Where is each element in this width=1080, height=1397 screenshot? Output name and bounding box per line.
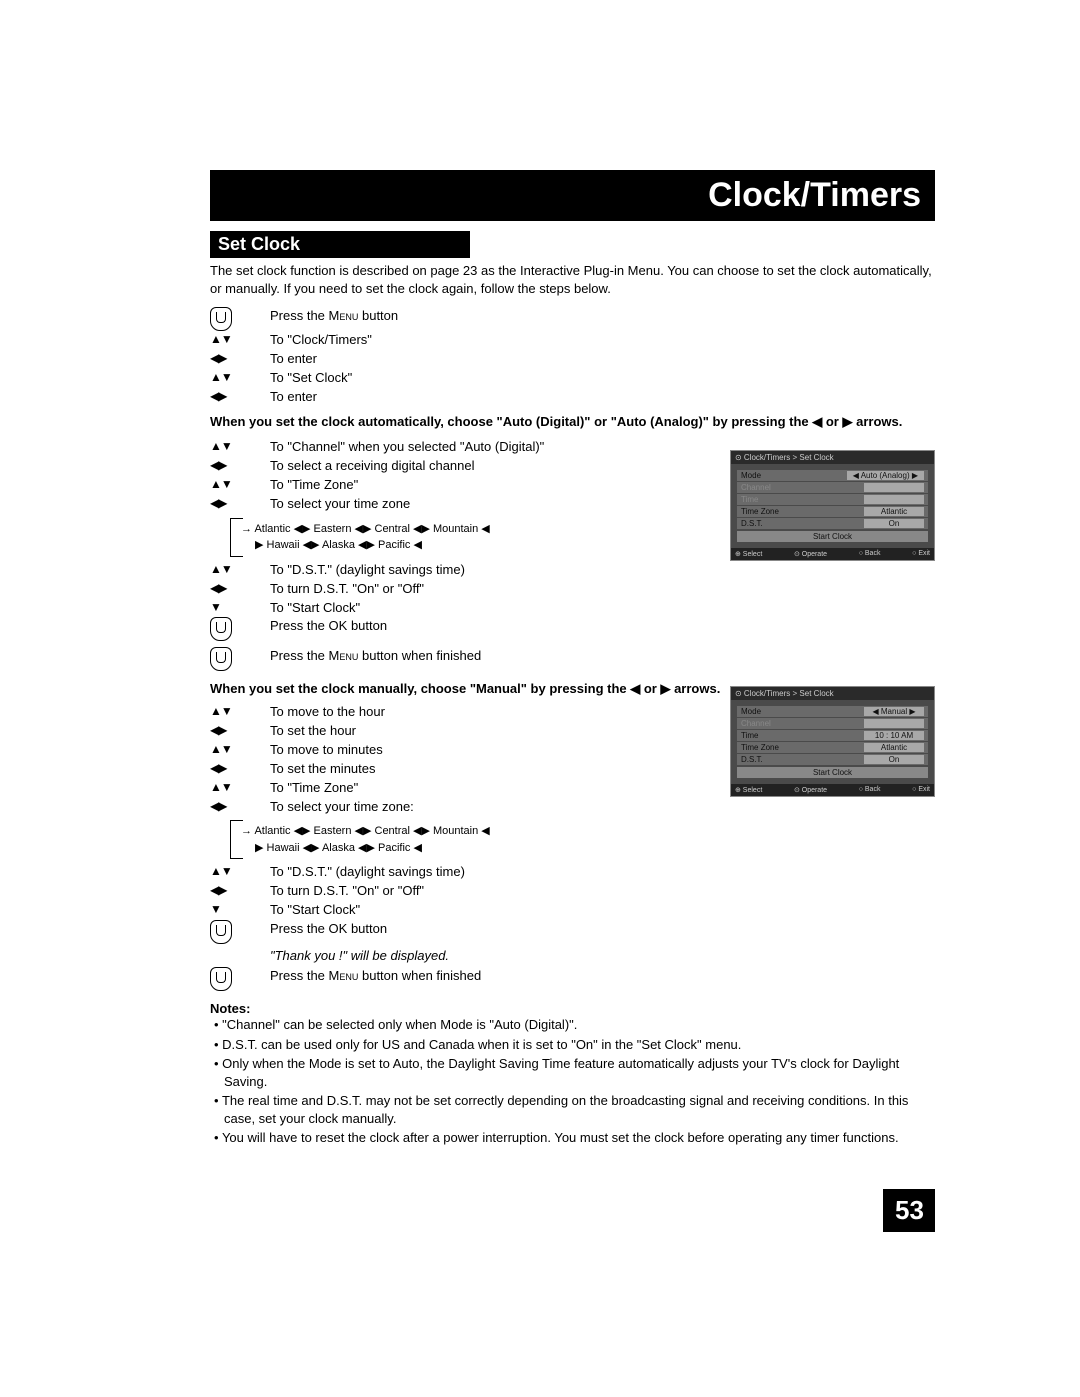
note-item: D.S.T. can be used only for US and Canad… — [214, 1036, 935, 1054]
timezone-sequence: → Atlantic ◀▶ Eastern ◀▶ Central ◀▶ Moun… — [230, 518, 570, 557]
remote-icon — [210, 647, 232, 671]
remote-icon — [210, 307, 232, 331]
note-item: Only when the Mode is set to Auto, the D… — [214, 1055, 935, 1090]
intro-paragraph: The set clock function is described on p… — [210, 262, 935, 297]
auto-heading: When you set the clock automatically, ch… — [210, 414, 935, 430]
page-title: Clock/Timers — [210, 170, 935, 221]
updown-icon: ▲▼ — [210, 369, 270, 388]
leftright-icon: ◀▶ — [210, 350, 270, 369]
note-item: The real time and D.S.T. may not be set … — [214, 1092, 935, 1127]
osd-screenshot-manual: ⊙ Clock/Timers > Set Clock Mode◀ Manual … — [730, 686, 935, 797]
osd-screenshot-auto: ⊙ Clock/Timers > Set Clock Mode◀ Auto (A… — [730, 450, 935, 561]
page-number: 53 — [883, 1189, 935, 1232]
notes-label: Notes: — [210, 1001, 935, 1016]
remote-icon — [210, 967, 232, 991]
note-item: "Channel" can be selected only when Mode… — [214, 1016, 935, 1034]
steps-auto-b: ▲▼To "D.S.T." (daylight savings time) ◀▶… — [210, 561, 935, 672]
updown-icon: ▲▼ — [210, 331, 270, 350]
note-item: You will have to reset the clock after a… — [214, 1129, 935, 1147]
notes-list: "Channel" can be selected only when Mode… — [210, 1016, 935, 1147]
thankyou-text: "Thank you !" will be displayed. — [270, 948, 935, 963]
leftright-icon: ◀▶ — [210, 388, 270, 407]
section-subhead: Set Clock — [210, 231, 470, 258]
timezone-sequence: → Atlantic ◀▶ Eastern ◀▶ Central ◀▶ Moun… — [230, 820, 570, 859]
steps-manual-b: ▲▼To "D.S.T." (daylight savings time) ◀▶… — [210, 863, 935, 944]
remote-icon — [210, 920, 232, 944]
remote-icon — [210, 617, 232, 641]
steps-top: Press the Menu button ▲▼To "Clock/Timers… — [210, 307, 935, 406]
page-content: Clock/Timers Set Clock The set clock fun… — [210, 170, 935, 1149]
